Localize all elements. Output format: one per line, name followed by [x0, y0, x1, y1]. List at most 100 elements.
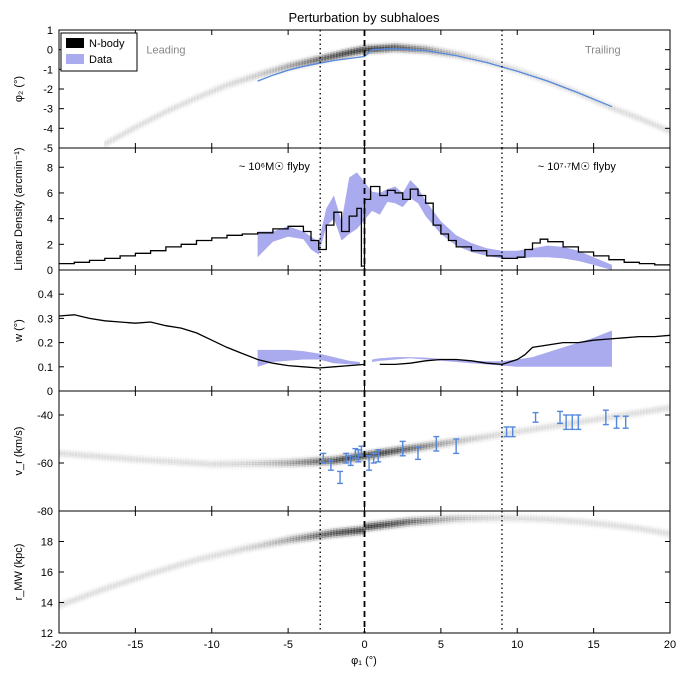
nbody-particle: [413, 45, 417, 49]
nbody-particle: [274, 66, 278, 70]
nbody-particle: [452, 438, 455, 442]
nbody-particle: [242, 460, 245, 464]
nbody-particle: [439, 444, 443, 447]
nbody-particle: [423, 51, 426, 55]
nbody-particle: [395, 48, 398, 51]
nbody-particle: [91, 454, 94, 458]
nbody-particle: [600, 101, 603, 105]
nbody-particle: [403, 448, 406, 452]
nbody-particle: [287, 459, 290, 463]
nbody-particle: [302, 59, 305, 63]
nbody-particle: [314, 57, 317, 60]
nbody-particle: [497, 61, 501, 65]
nbody-particle: [488, 432, 491, 436]
nbody-particle: [198, 463, 201, 467]
nbody-particle: [415, 50, 418, 54]
nbody-particle: [603, 103, 606, 107]
nbody-particle: [421, 446, 424, 450]
nbody-particle: [369, 458, 372, 462]
nbody-particle: [526, 426, 530, 430]
nbody-particle: [241, 460, 244, 464]
nbody-particle: [299, 460, 302, 464]
nbody-particle: [391, 453, 394, 457]
nbody-particle: [429, 442, 432, 446]
nbody-particle: [421, 44, 424, 48]
nbody-particle: [227, 81, 230, 85]
nbody-particle: [293, 63, 296, 67]
nbody-particle: [288, 64, 291, 68]
nbody-particle: [371, 458, 374, 462]
nbody-particle: [209, 462, 212, 466]
nbody-particle: [410, 44, 414, 47]
nbody-particle: [314, 456, 317, 460]
nbody-particle: [88, 454, 91, 458]
nbody-particle: [391, 49, 394, 53]
nbody-particle: [453, 49, 456, 53]
nbody-particle: [331, 58, 334, 62]
nbody-particle: [270, 69, 273, 73]
nbody-particle: [316, 456, 319, 460]
nbody-particle: [459, 440, 462, 444]
nbody-particle: [398, 445, 401, 449]
nbody-particle: [465, 438, 468, 442]
nbody-particle: [195, 94, 198, 98]
nbody-particle: [337, 51, 340, 55]
nbody-particle: [310, 462, 313, 465]
nbody-particle: [221, 83, 224, 87]
nbody-particle: [284, 65, 287, 69]
nbody-particle: [387, 448, 391, 452]
nbody-particle: [530, 72, 533, 75]
nbody-particle: [433, 439, 436, 443]
nbody-particle: [261, 461, 264, 465]
nbody-particle: [308, 58, 311, 62]
nbody-particle: [363, 44, 366, 48]
nbody-particle: [380, 451, 383, 455]
nbody-particle: [528, 71, 531, 75]
nbody-particle: [357, 52, 360, 56]
nbody-particle: [342, 54, 345, 58]
nbody-particle: [232, 79, 235, 83]
nbody-particle: [253, 462, 256, 465]
nbody-particle: [287, 61, 290, 65]
nbody-particle: [378, 455, 381, 459]
nbody-particle: [139, 123, 142, 127]
nbody-particle: [667, 129, 670, 133]
nbody-particle: [472, 438, 475, 442]
nbody-particle: [146, 119, 149, 123]
nbody-particle: [186, 100, 189, 104]
nbody-particle: [384, 454, 388, 458]
nbody-particle: [378, 48, 381, 52]
nbody-particle: [449, 50, 452, 54]
nbody-particle: [366, 43, 369, 46]
nbody-particle: [213, 88, 216, 92]
nbody-particle: [607, 105, 611, 109]
nbody-particle: [627, 112, 630, 116]
nbody-particle: [87, 454, 90, 458]
nbody-particle: [461, 437, 464, 441]
nbody-particle: [407, 450, 410, 454]
nbody-particle: [236, 462, 239, 466]
nbody-particle: [470, 435, 473, 439]
nbody-particle: [417, 49, 420, 53]
nbody-particle: [145, 120, 148, 124]
nbody-particle: [464, 53, 467, 57]
nbody-particle: [430, 49, 433, 53]
nbody-particle: [496, 431, 499, 435]
nbody-particle: [504, 65, 507, 69]
nbody-particle: [226, 464, 229, 468]
nbody-particle: [320, 55, 323, 59]
nbody-particle: [329, 51, 333, 55]
nbody-particle: [278, 67, 281, 71]
nbody-particle: [296, 457, 299, 461]
nbody-particle: [224, 85, 227, 89]
nbody-particle: [193, 97, 197, 100]
nbody-particle: [290, 463, 293, 466]
nbody-particle: [450, 437, 453, 441]
nbody-particle: [232, 462, 235, 466]
nbody-particle: [285, 63, 288, 67]
nbody-particle: [429, 50, 432, 54]
nbody-particle: [164, 459, 168, 463]
nbody-particle: [307, 60, 310, 64]
nbody-particle: [360, 47, 363, 51]
nbody-particle: [442, 52, 446, 56]
